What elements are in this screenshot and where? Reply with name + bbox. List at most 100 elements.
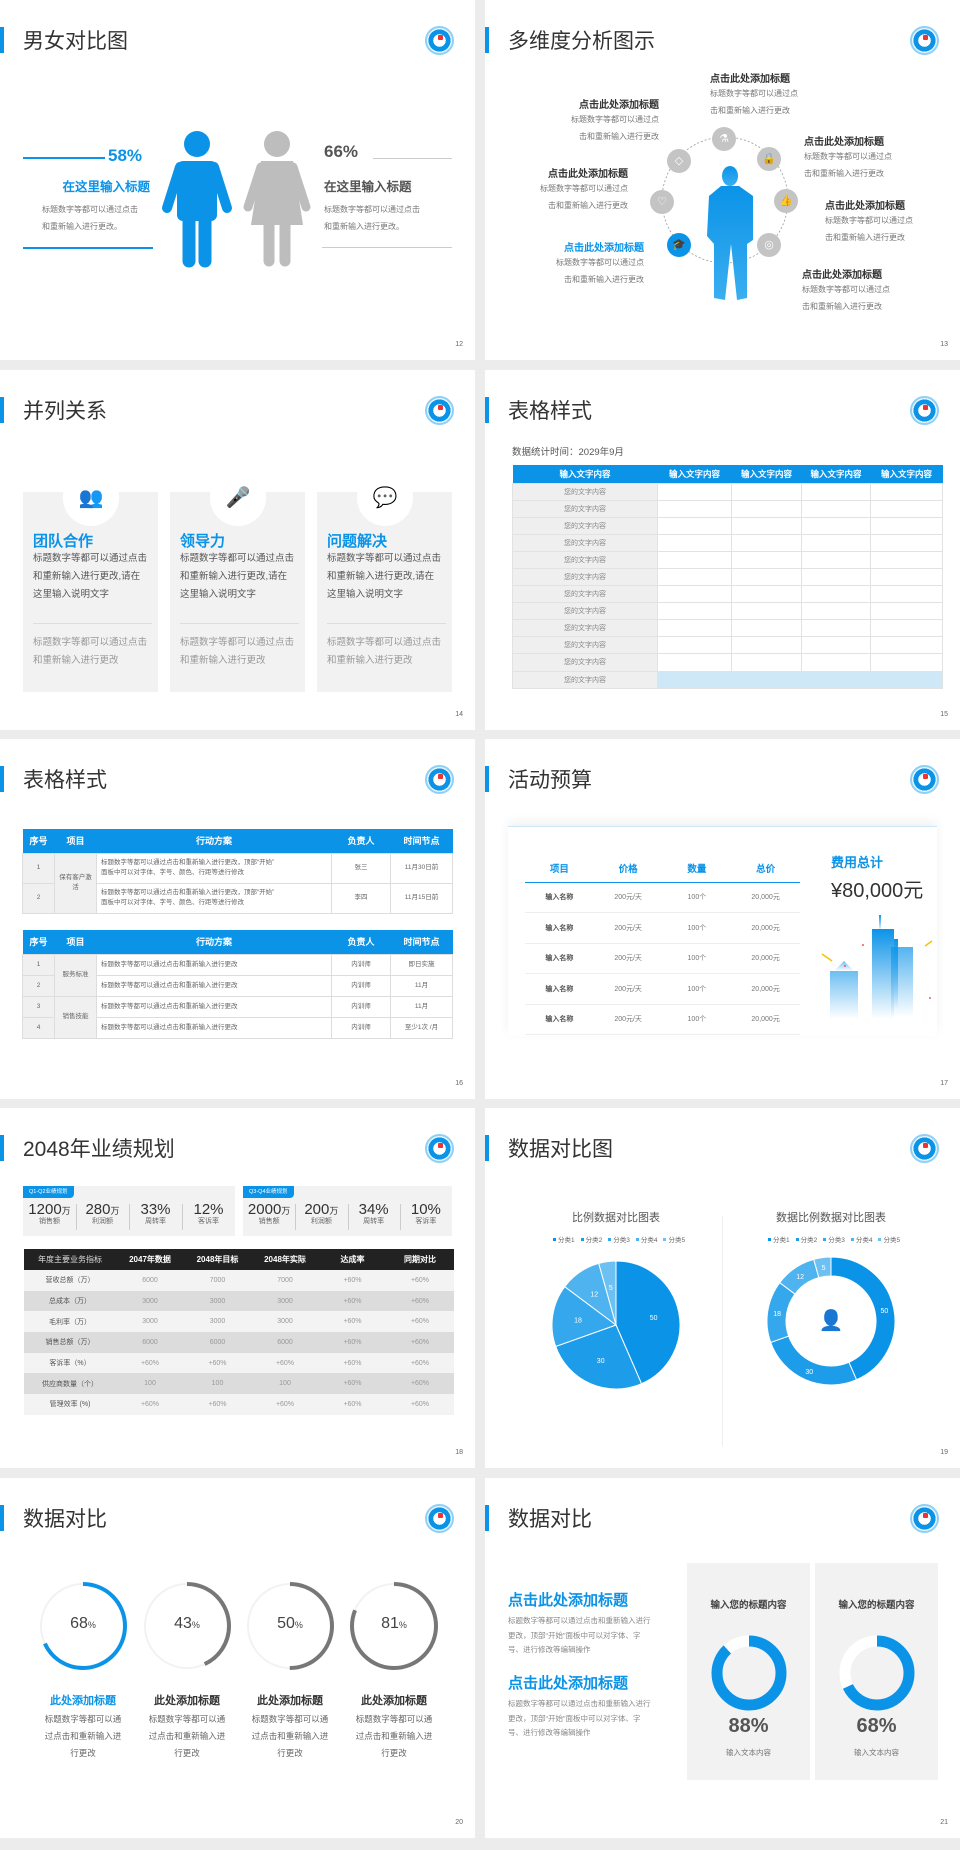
table-cell[interactable] bbox=[870, 585, 943, 604]
table-cell[interactable] bbox=[801, 585, 871, 604]
column-header: 数量 bbox=[662, 854, 732, 883]
slide-20[interactable]: 数据对比 20 68% 此处添加标题 标题数字等都可以通过点击和重新输入进行更改 … bbox=[0, 1478, 475, 1838]
table-cell[interactable] bbox=[801, 653, 871, 672]
flask-icon[interactable]: ⚗ bbox=[712, 127, 736, 151]
city-buildings-illustration bbox=[821, 915, 933, 1019]
slide-21[interactable]: 数据对比 21 点击此处添加标题 标题数字等都可以通过点击和重新输入进行 更改，顶部… bbox=[485, 1478, 960, 1838]
slice-label: 12 bbox=[590, 1291, 598, 1298]
table-cell: 6000 bbox=[251, 1332, 319, 1353]
table-cell[interactable] bbox=[801, 516, 871, 535]
data-table: 输入文字内容 输入文字内容 输入文字内容 输入文字内容 输入文字内容 您的文字内容 您的文字… bbox=[512, 465, 943, 689]
row-label[interactable]: 您的文字内容 bbox=[512, 585, 658, 604]
pie-slice[interactable] bbox=[615, 1260, 681, 1385]
table-cell[interactable] bbox=[731, 585, 802, 604]
table-cell[interactable] bbox=[657, 516, 732, 535]
table-cell[interactable] bbox=[801, 550, 871, 569]
table-cell[interactable] bbox=[801, 619, 871, 638]
table-cell[interactable] bbox=[731, 653, 802, 672]
ring-value: 68% bbox=[43, 1615, 123, 1633]
column-header: 2048年实际 bbox=[251, 1249, 319, 1270]
table-cell[interactable] bbox=[657, 619, 732, 638]
table-cell[interactable] bbox=[657, 533, 732, 552]
slide-15[interactable]: 表格样式 15 数据统计时间：2029年9月 输入文字内容 输入文字内容 输入文字内容输… bbox=[485, 370, 960, 730]
pie-slice[interactable] bbox=[770, 1335, 858, 1386]
table-cell[interactable] bbox=[870, 533, 943, 552]
divider bbox=[399, 1204, 401, 1230]
table-cell[interactable] bbox=[657, 602, 732, 621]
table-cell: 100 bbox=[116, 1373, 184, 1395]
table-row: 1 保有客户激活 标题数字等都可以通过点击和重新输入进行更改，顶部“开始” 面板中可以… bbox=[22, 852, 453, 914]
slide-18[interactable]: 2048年业绩规划 18 Q1-Q2业绩规划 1200万 销售额 280万 利润额… bbox=[0, 1108, 475, 1468]
slide-12[interactable]: 男女对比图 12 58% 在这里输入标题 标题数字等都可以通过点击 和重新输入进行更… bbox=[0, 0, 475, 360]
table-cell: 3000 bbox=[116, 1290, 184, 1312]
column-header: 时间节点 bbox=[390, 930, 453, 954]
table-cell[interactable] bbox=[870, 602, 943, 621]
table-cell[interactable] bbox=[731, 499, 802, 518]
legend-label: 分类3 bbox=[828, 1237, 845, 1244]
table-cell[interactable] bbox=[731, 636, 802, 655]
table-row: 毛利率（万） 3000 3000 3000 +60% +60% bbox=[24, 1311, 454, 1333]
ring-progress-arc bbox=[246, 1582, 334, 1670]
table-cell[interactable] bbox=[801, 533, 871, 552]
diamond-icon[interactable]: ◇ bbox=[667, 149, 691, 173]
table-cell[interactable] bbox=[657, 499, 732, 518]
table-cell[interactable] bbox=[870, 516, 943, 535]
table-cell[interactable] bbox=[657, 670, 943, 689]
slide-16[interactable]: 表格样式 16 序号 项目 行动方案 负责人 时间节点 1 保有客户激活 标题数字等都可以通过点… bbox=[0, 739, 475, 1099]
table-cell[interactable] bbox=[870, 653, 943, 672]
slide-19[interactable]: 数据对比图 19 比例数据对比图表 分类1 分类2 分类3 分类4 分类5 50 30 18 … bbox=[485, 1108, 960, 1468]
table-cell[interactable] bbox=[731, 533, 802, 552]
graduation-cap-icon[interactable]: 🎓 bbox=[667, 233, 691, 257]
table-cell[interactable] bbox=[657, 482, 732, 501]
row-label[interactable]: 您的文字内容 bbox=[512, 550, 658, 569]
table-cell[interactable] bbox=[801, 482, 871, 501]
row-label[interactable]: 您的文字内容 bbox=[512, 636, 658, 655]
table-cell: +60% bbox=[251, 1394, 319, 1415]
table-cell[interactable] bbox=[801, 636, 871, 655]
table-cell[interactable] bbox=[870, 567, 943, 587]
pie-slice[interactable] bbox=[551, 1285, 618, 1348]
pie-slice[interactable] bbox=[830, 1256, 896, 1381]
slide-17[interactable]: 活动预算 17 项目 价格 数量 总价 输入名称 200元/天 100个 20,000元 输入名称… bbox=[485, 739, 960, 1099]
row-label[interactable]: 您的文字内容 bbox=[512, 602, 658, 621]
pie-slice[interactable] bbox=[813, 1256, 832, 1279]
table-cell[interactable] bbox=[870, 482, 943, 501]
row-label[interactable]: 您的文字内容 bbox=[512, 533, 658, 552]
row-label[interactable]: 您的文字内容 bbox=[512, 653, 658, 672]
plan-cell: 标题数字等都可以通过点击和重新输入进行更改 bbox=[96, 953, 332, 976]
table-cell[interactable] bbox=[731, 619, 802, 638]
table-cell[interactable] bbox=[657, 585, 732, 604]
pie-slice[interactable] bbox=[555, 1324, 643, 1390]
table-cell[interactable] bbox=[801, 602, 871, 621]
row-label[interactable]: 您的文字内容 bbox=[512, 482, 658, 501]
table-cell[interactable] bbox=[657, 636, 732, 655]
table-cell[interactable] bbox=[870, 636, 943, 655]
table-cell[interactable] bbox=[801, 499, 871, 518]
row-label[interactable]: 您的文字内容 bbox=[512, 619, 658, 638]
table-cell[interactable] bbox=[870, 619, 943, 638]
table-cell[interactable] bbox=[731, 516, 802, 535]
row-label[interactable]: 您的文字内容 bbox=[512, 567, 658, 587]
pie-slice[interactable] bbox=[598, 1260, 617, 1326]
row-label[interactable]: 您的文字内容 bbox=[512, 670, 658, 689]
table-cell[interactable] bbox=[801, 567, 871, 587]
table-cell[interactable] bbox=[731, 602, 802, 621]
slide-13[interactable]: 多维度分析图示 13 ⚗ 点击此处添加标题 标题数字等都可以通过点 击和重新输入进行… bbox=[485, 0, 960, 360]
ring-unit: % bbox=[398, 1620, 407, 1630]
table-cell[interactable] bbox=[657, 550, 732, 569]
slide-14[interactable]: 并列关系 14 👥 团队合作 标题数字等都可以通过点击 和重新输入进行更改,请在 这里… bbox=[0, 370, 475, 730]
table-cell[interactable] bbox=[870, 499, 943, 518]
row-label[interactable]: 您的文字内容 bbox=[512, 499, 658, 518]
table-cell[interactable] bbox=[657, 653, 732, 672]
lock-icon[interactable]: 🔒 bbox=[757, 147, 781, 171]
table-cell[interactable] bbox=[731, 550, 802, 569]
thumbs-up-icon[interactable]: 👍 bbox=[774, 189, 798, 213]
heart-icon[interactable]: ♡ bbox=[650, 190, 674, 214]
globe-icon[interactable]: ◎ bbox=[757, 233, 781, 257]
row-label[interactable]: 您的文字内容 bbox=[512, 516, 658, 535]
plan-line: 标题数字等都可以通过点击和重新输入进行更改，顶部“开始” bbox=[101, 859, 275, 866]
table-cell[interactable] bbox=[731, 482, 802, 501]
table-cell[interactable] bbox=[870, 550, 943, 569]
table-cell[interactable] bbox=[657, 567, 732, 587]
table-cell[interactable] bbox=[731, 567, 802, 587]
